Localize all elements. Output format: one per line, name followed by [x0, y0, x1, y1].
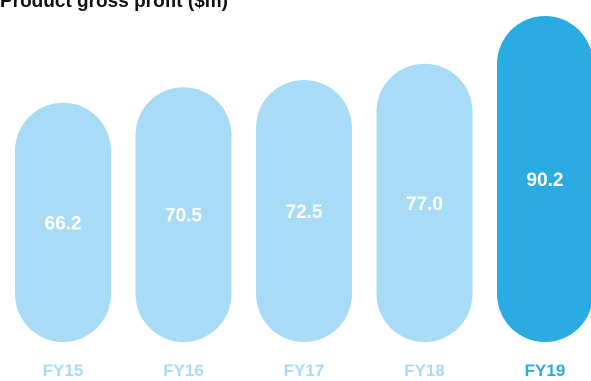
- x-axis-ticks: FY15 FY16 FY17 FY18 FY19: [43, 361, 566, 380]
- bar-fy18: [376, 63, 473, 343]
- bar-fy19: [497, 16, 591, 342]
- x-tick-label-fy17: FY17: [284, 361, 325, 380]
- x-tick-label-fy18: FY18: [404, 361, 445, 380]
- bar-fy17: [256, 79, 352, 342]
- bar-fy16: [135, 87, 232, 342]
- x-tick-label-fy16: FY16: [163, 361, 204, 380]
- x-tick-label-fy19: FY19: [525, 361, 566, 380]
- bar-value-label-fy17: 72.5: [286, 202, 323, 223]
- bar-value-label-fy18: 77.0: [406, 194, 443, 215]
- chart-title: Product gross profit ($m): [0, 0, 229, 12]
- bar-value-label-fy16: 70.5: [165, 206, 202, 227]
- x-tick-label-fy15: FY15: [43, 361, 84, 380]
- bar-value-label-fy15: 66.2: [45, 213, 82, 234]
- bar-fy15: [15, 102, 111, 343]
- bars-group: 66.2 70.5 72.5 77.0 90.2: [15, 16, 591, 343]
- bar-value-label-fy19: 90.2: [527, 170, 564, 191]
